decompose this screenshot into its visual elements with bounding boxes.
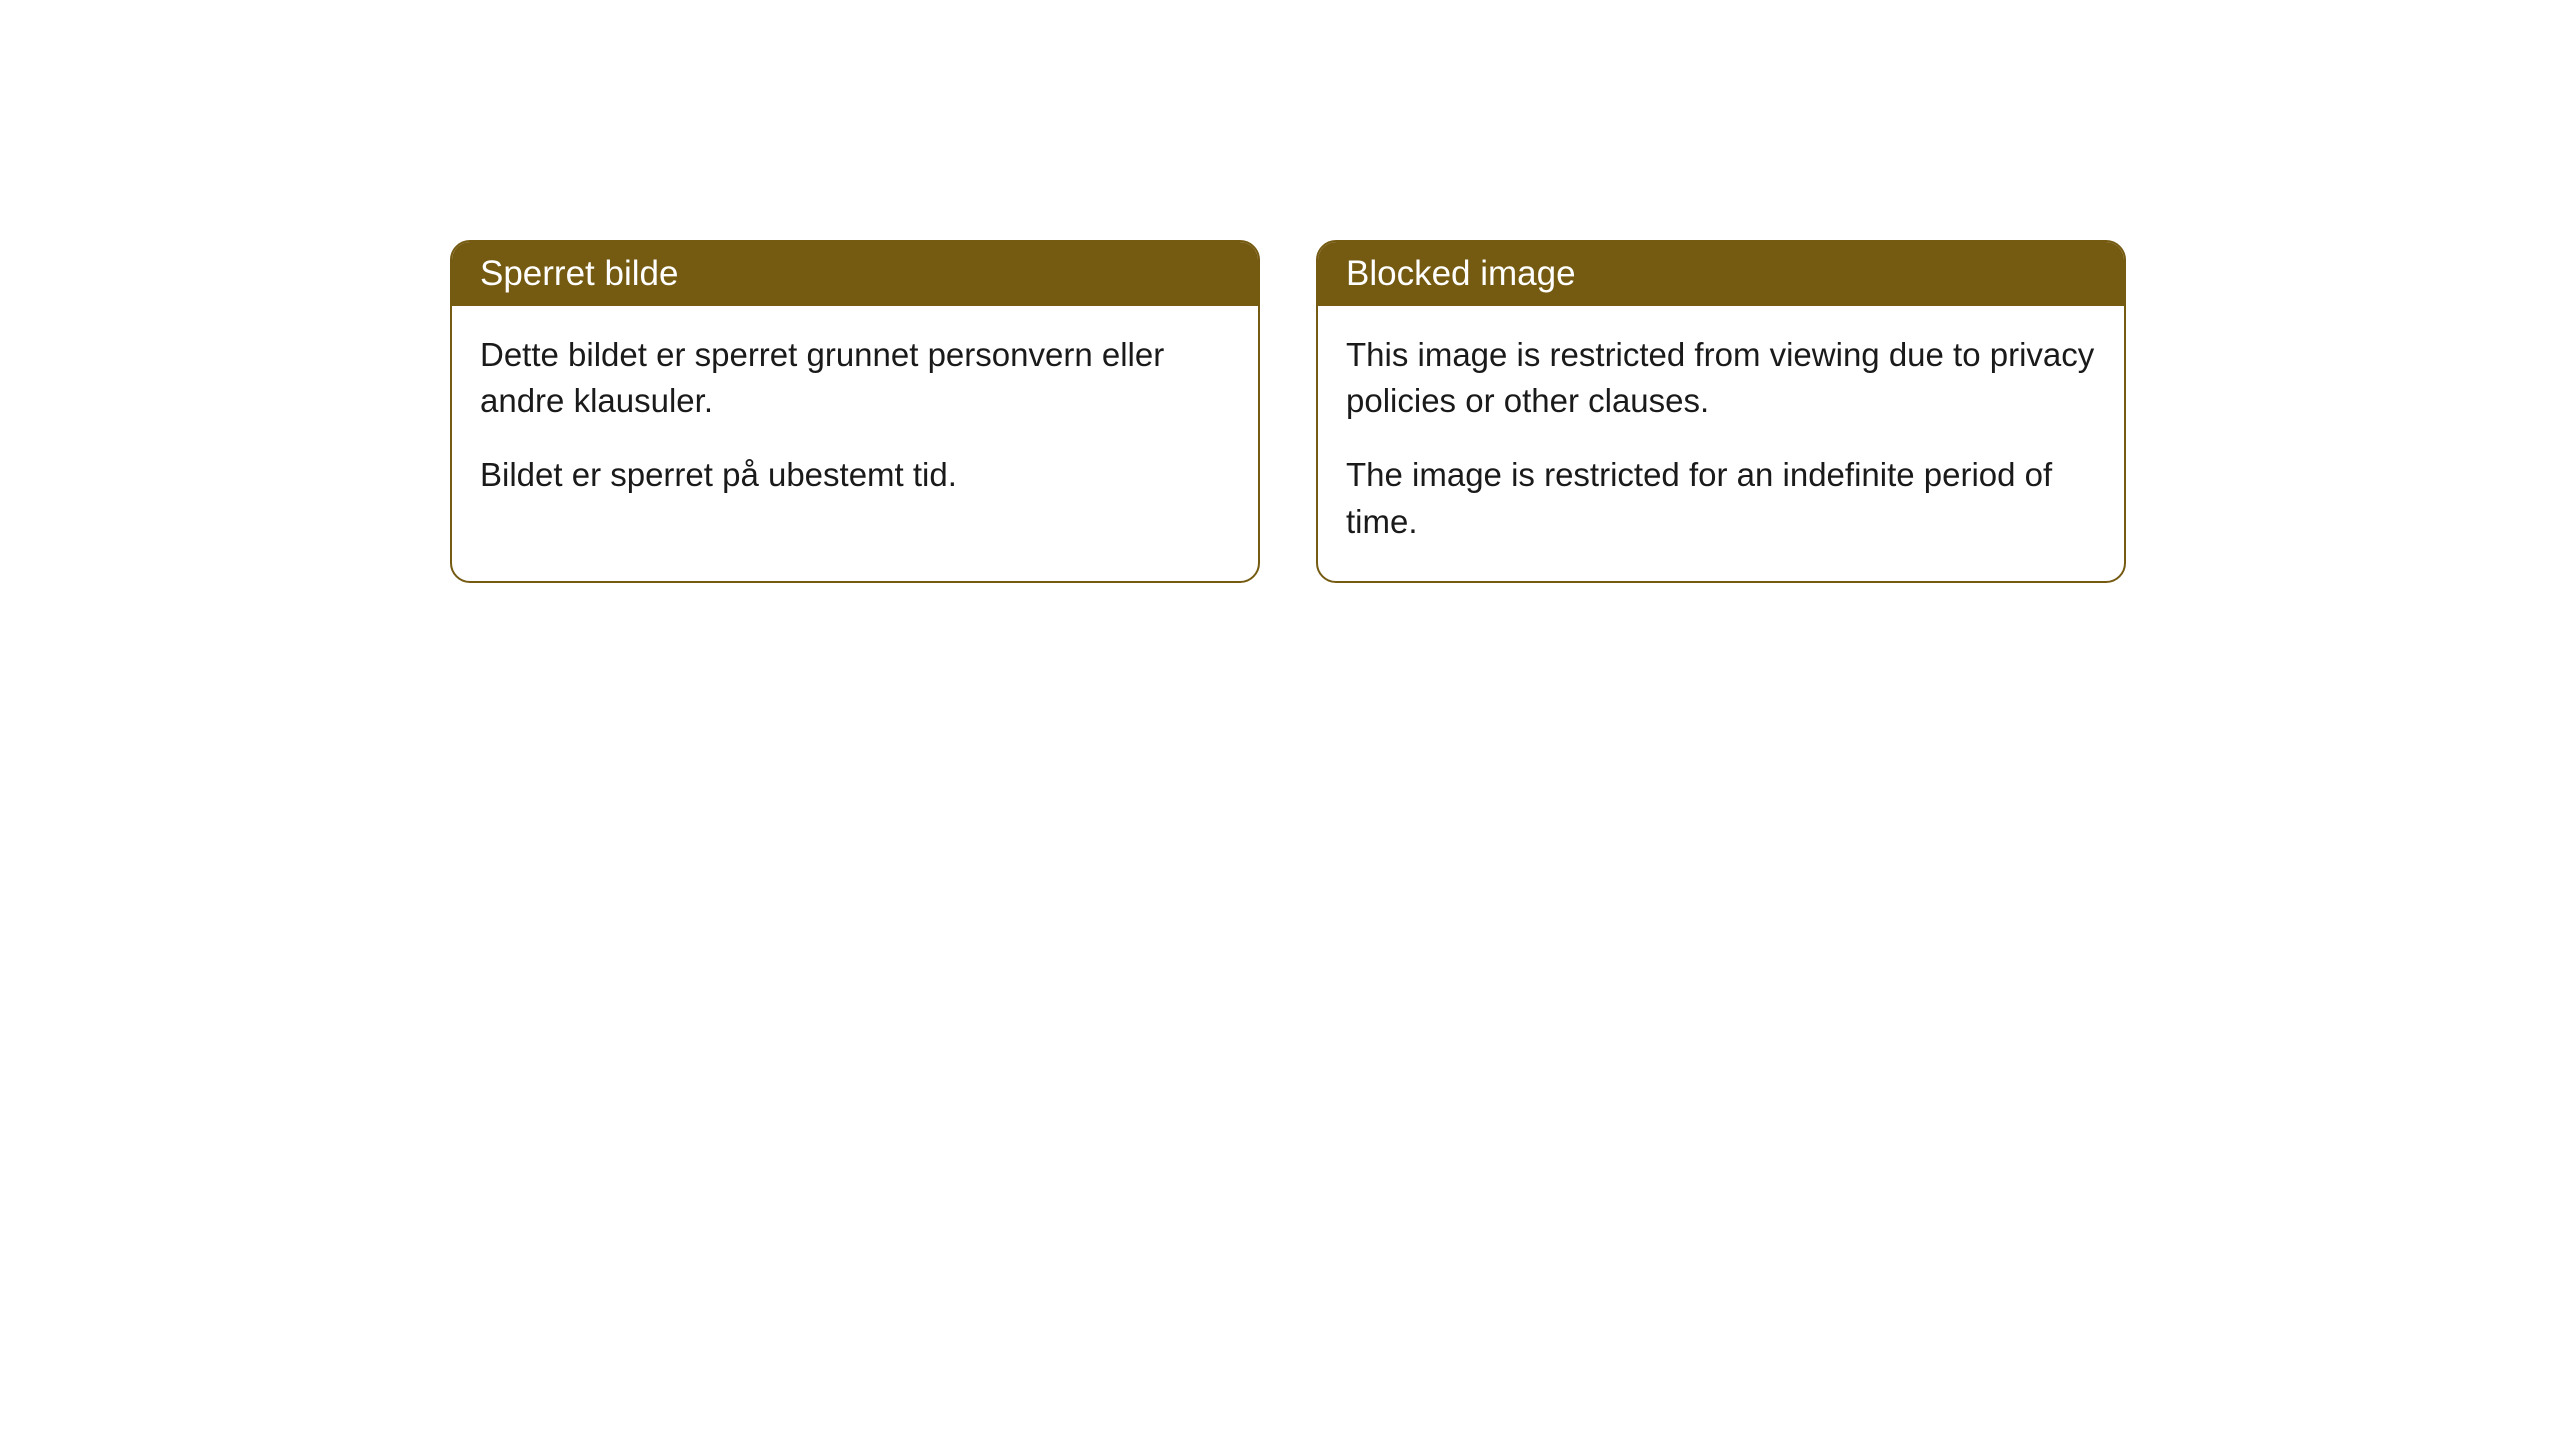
card-header: Sperret bilde: [452, 242, 1258, 306]
notice-card-english: Blocked image This image is restricted f…: [1316, 240, 2126, 583]
card-paragraph: Dette bildet er sperret grunnet personve…: [480, 332, 1230, 424]
card-body: Dette bildet er sperret grunnet personve…: [452, 306, 1258, 581]
card-body: This image is restricted from viewing du…: [1318, 306, 2124, 581]
card-paragraph: Bildet er sperret på ubestemt tid.: [480, 452, 1230, 498]
notice-card-norwegian: Sperret bilde Dette bildet er sperret gr…: [450, 240, 1260, 583]
card-paragraph: This image is restricted from viewing du…: [1346, 332, 2096, 424]
card-header: Blocked image: [1318, 242, 2124, 306]
card-paragraph: The image is restricted for an indefinit…: [1346, 452, 2096, 544]
notice-cards-container: Sperret bilde Dette bildet er sperret gr…: [450, 240, 2126, 583]
